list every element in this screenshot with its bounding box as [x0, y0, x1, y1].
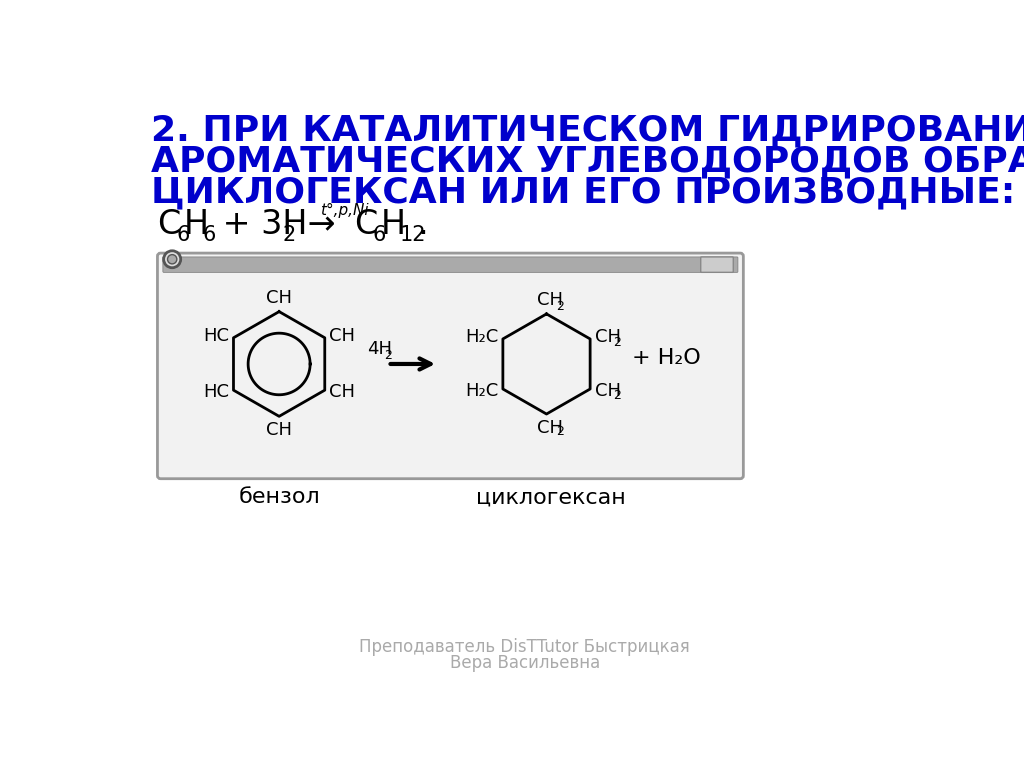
- Text: .: .: [418, 208, 429, 241]
- Text: 2: 2: [556, 425, 563, 438]
- Text: 2: 2: [613, 336, 622, 349]
- Text: HC: HC: [203, 327, 228, 346]
- Text: →: →: [297, 208, 336, 241]
- Text: CH: CH: [538, 291, 563, 310]
- Text: 2: 2: [283, 225, 296, 246]
- Text: CH: CH: [330, 382, 355, 401]
- Text: CH: CH: [330, 327, 355, 346]
- Text: 2: 2: [613, 389, 622, 402]
- Text: 2: 2: [384, 349, 391, 362]
- FancyBboxPatch shape: [700, 257, 733, 273]
- Text: H₂C: H₂C: [465, 329, 499, 346]
- Text: 2: 2: [556, 300, 563, 313]
- Text: t°,p,Ni: t°,p,Ni: [321, 203, 369, 217]
- Text: 12: 12: [399, 225, 426, 246]
- Text: + 3H: + 3H: [212, 208, 307, 241]
- FancyBboxPatch shape: [163, 257, 738, 273]
- Text: H: H: [183, 208, 209, 241]
- Text: C: C: [354, 208, 378, 241]
- Text: Преподаватель DisTTutor Быстрицкая: Преподаватель DisTTutor Быстрицкая: [359, 637, 690, 656]
- Text: + H₂O: + H₂O: [632, 348, 700, 368]
- Text: CH: CH: [266, 289, 292, 307]
- Ellipse shape: [164, 251, 180, 268]
- Text: CH: CH: [538, 419, 563, 437]
- Text: C: C: [158, 208, 180, 241]
- Text: HC: HC: [203, 382, 228, 401]
- Text: CH: CH: [595, 382, 621, 399]
- Text: H₂C: H₂C: [465, 382, 499, 399]
- Text: ЦИКЛОГЕКСАН ИЛИ ЕГО ПРОИЗВОДНЫЕ:: ЦИКЛОГЕКСАН ИЛИ ЕГО ПРОИЗВОДНЫЕ:: [152, 175, 1016, 210]
- Text: Вера Васильевна: Вера Васильевна: [450, 654, 600, 673]
- Text: CH: CH: [266, 421, 292, 439]
- Text: АРОМАТИЧЕСКИХ УГЛЕВОДОРОДОВ ОБРАЗУЮТСЯ: АРОМАТИЧЕСКИХ УГЛЕВОДОРОДОВ ОБРАЗУЮТСЯ: [152, 144, 1024, 178]
- Text: CH: CH: [595, 329, 621, 346]
- Text: 4H: 4H: [367, 339, 392, 358]
- Text: 6: 6: [373, 225, 386, 246]
- Text: бензол: бензол: [239, 487, 319, 507]
- Text: 2. ПРИ КАТАЛИТИЧЕСКОМ ГИДРИРОВАНИИ: 2. ПРИ КАТАЛИТИЧЕСКОМ ГИДРИРОВАНИИ: [152, 114, 1024, 147]
- FancyBboxPatch shape: [158, 253, 743, 478]
- Text: 6: 6: [176, 225, 189, 246]
- Text: циклогексан: циклогексан: [475, 487, 626, 507]
- Text: 6: 6: [203, 225, 216, 246]
- Text: H: H: [381, 208, 406, 241]
- Ellipse shape: [168, 255, 177, 264]
